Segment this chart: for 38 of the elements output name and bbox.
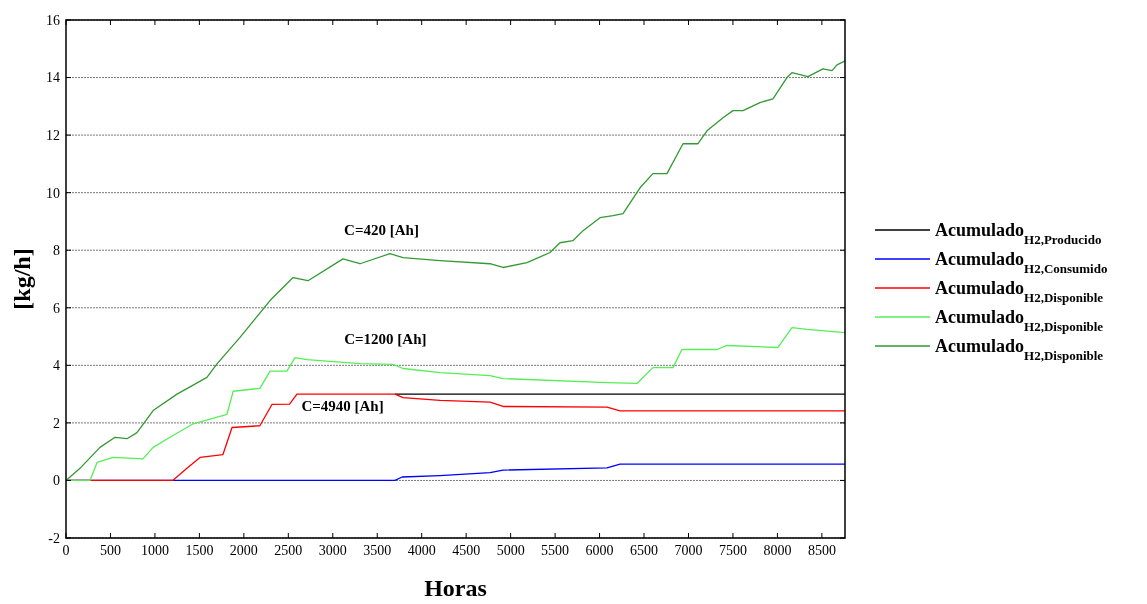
x-axis-title: Horas [424,575,487,601]
legend-label: Acumulado$_{H2,Disponible}$ [935,307,1104,334]
x-tick-label: 1000 [140,543,169,558]
x-tick-label: 6500 [630,543,659,558]
y-tick-label: 6 [53,300,60,316]
legend-label: Acumulado$_{H2,Producido}$ [935,220,1102,247]
x-tick-label: 8000 [763,543,792,558]
x-tick-label: 2500 [274,543,303,558]
y-tick-label: 8 [53,243,60,259]
x-tick-label: 6000 [585,543,614,558]
annotation: C=420 [Ah] [344,221,419,238]
y-tick-label: 16 [46,12,60,28]
y-tick-label: 0 [53,473,60,489]
y-tick-label: 4 [53,358,60,374]
x-tick-label: 7500 [718,543,747,558]
x-tick-label: 3000 [318,543,347,558]
y-tick-label: -2 [48,530,60,546]
legend-label: Acumulado$_{H2,Consumido}$ [935,249,1108,276]
y-tick-label: 10 [46,185,60,201]
line-series [65,60,846,482]
x-tick-label: 8500 [807,543,836,558]
x-tick-label: 4000 [407,543,436,558]
y-tick-label: 12 [46,128,60,144]
x-tick-label: 5000 [496,543,525,558]
x-tick-label: 5500 [541,543,570,558]
x-tick-label: 3500 [363,543,392,558]
legend-label: Acumulado$_{H2,Disponible}$ [935,336,1104,363]
annotation: C=1200 [Ah] [344,330,427,347]
y-axis-title: [kg/h] [9,248,35,310]
legend-label: Acumulado$_{H2,Disponible}$ [935,278,1104,305]
x-tick-label: 1500 [185,543,214,558]
x-tick-label: 500 [99,543,121,558]
y-tick-label: 2 [53,415,60,431]
x-tick-label: 4500 [452,543,481,558]
annotation: C=4940 [Ah] [301,398,384,415]
x-tick-label: 7000 [674,543,703,558]
x-tick-label: 2000 [229,543,258,558]
y-tick-label: 14 [46,70,60,86]
